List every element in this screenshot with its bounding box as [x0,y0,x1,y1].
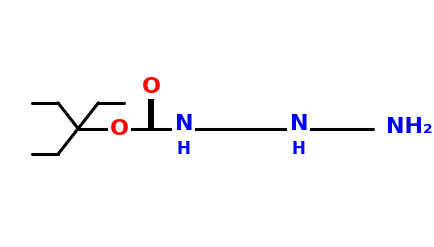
Text: O: O [110,119,129,139]
Text: N: N [289,114,308,134]
Text: O: O [142,77,161,97]
Text: NH₂: NH₂ [386,117,433,137]
Text: N: N [174,114,193,134]
Text: H: H [292,140,306,158]
Text: H: H [177,140,191,158]
